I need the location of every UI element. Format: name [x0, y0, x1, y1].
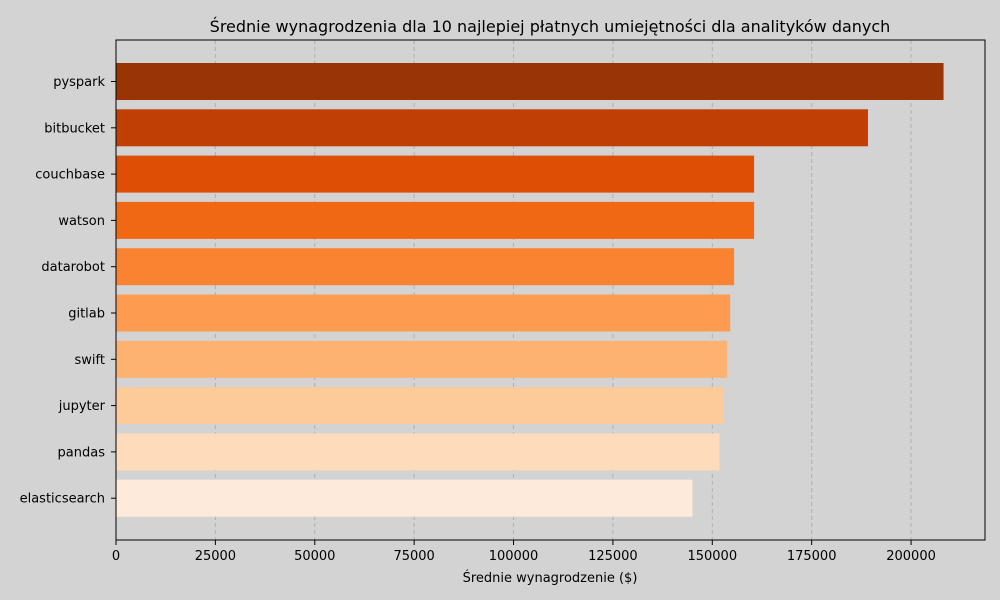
- y-tick-label-bitbucket: bitbucket: [44, 121, 105, 136]
- y-tick-label-datarobot: datarobot: [41, 260, 105, 275]
- y-axis-labels: pyspark bitbucket couchbase watson datarobot…: [20, 75, 116, 507]
- bar-bitbucket: [116, 109, 868, 147]
- y-tick-label-couchbase: couchbase: [35, 168, 105, 183]
- x-tick-label: 150000: [687, 549, 737, 564]
- x-axis-ticks: 0 25000 50000 75000 100000 125000 150000 175000…: [112, 540, 936, 564]
- y-tick-label-jupyter: jupyter: [58, 399, 106, 414]
- bar-elasticsearch: [116, 479, 693, 517]
- bar-watson: [116, 201, 755, 239]
- bar-jupyter: [116, 387, 724, 425]
- x-tick-label: 0: [112, 549, 120, 564]
- x-tick-label: 200000: [886, 549, 936, 564]
- x-tick-label: 50000: [294, 549, 335, 564]
- bar-pyspark: [116, 63, 944, 100]
- bar-gitlab: [116, 294, 731, 332]
- bar-couchbase: [116, 155, 755, 193]
- y-tick-label-watson: watson: [58, 214, 105, 229]
- x-tick-label: 100000: [489, 549, 539, 564]
- x-tick-label: 125000: [588, 549, 638, 564]
- y-tick-label-swift: swift: [75, 353, 105, 368]
- y-tick-label-gitlab: gitlab: [68, 307, 105, 322]
- x-axis-label: Średnie wynagrodzenie ($): [463, 570, 638, 586]
- bar-swift: [116, 340, 728, 378]
- bar-pandas: [116, 433, 720, 471]
- y-tick-label-elasticsearch: elasticsearch: [20, 492, 105, 507]
- y-tick-label-pandas: pandas: [58, 445, 106, 460]
- plot-frame: [115, 39, 986, 541]
- bar-datarobot: [116, 248, 735, 286]
- x-tick-label: 25000: [195, 549, 236, 564]
- chart-title: Średnie wynagrodzenia dla 10 najlepiej p…: [210, 17, 891, 36]
- y-tick-label-pyspark: pyspark: [53, 75, 105, 90]
- x-tick-label: 75000: [393, 549, 434, 564]
- bars: [116, 63, 944, 517]
- x-tick-label: 175000: [787, 549, 837, 564]
